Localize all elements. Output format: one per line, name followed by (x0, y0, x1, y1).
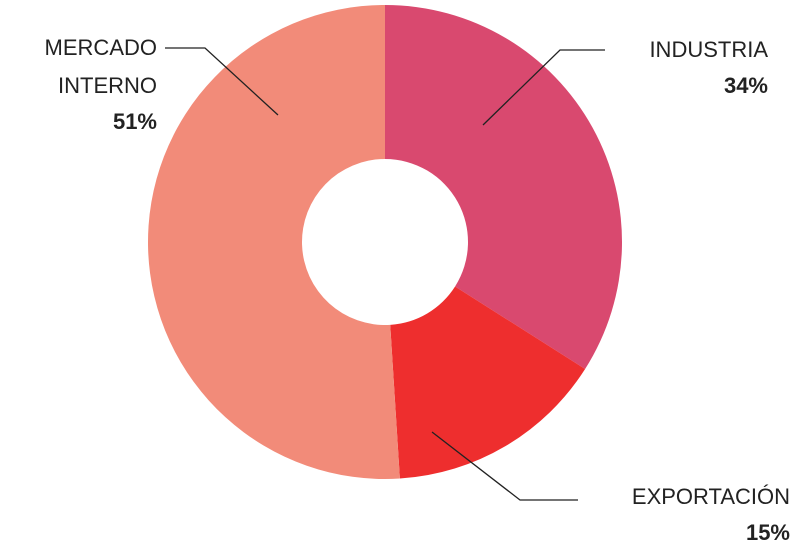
category-label: INDUSTRIA (649, 37, 768, 62)
value-label: 51% (112, 109, 157, 134)
slice-label: INDUSTRIA 34% (568, 31, 768, 103)
category-label: EXPORTACIÓN (631, 484, 790, 509)
leader-line (431, 431, 578, 501)
slice-label: MERCADO INTERNO 51% (17, 29, 157, 139)
category-label: MERCADO INTERNO (44, 35, 157, 98)
slice (385, 5, 622, 369)
value-label: 15% (745, 520, 790, 541)
slice (390, 286, 586, 479)
leader-line (165, 47, 279, 116)
slice (147, 5, 400, 479)
slice-label: EXPORTACIÓN 15% (570, 478, 790, 541)
value-label: 34% (723, 73, 768, 98)
leader-line (482, 49, 605, 126)
slices (147, 5, 622, 479)
